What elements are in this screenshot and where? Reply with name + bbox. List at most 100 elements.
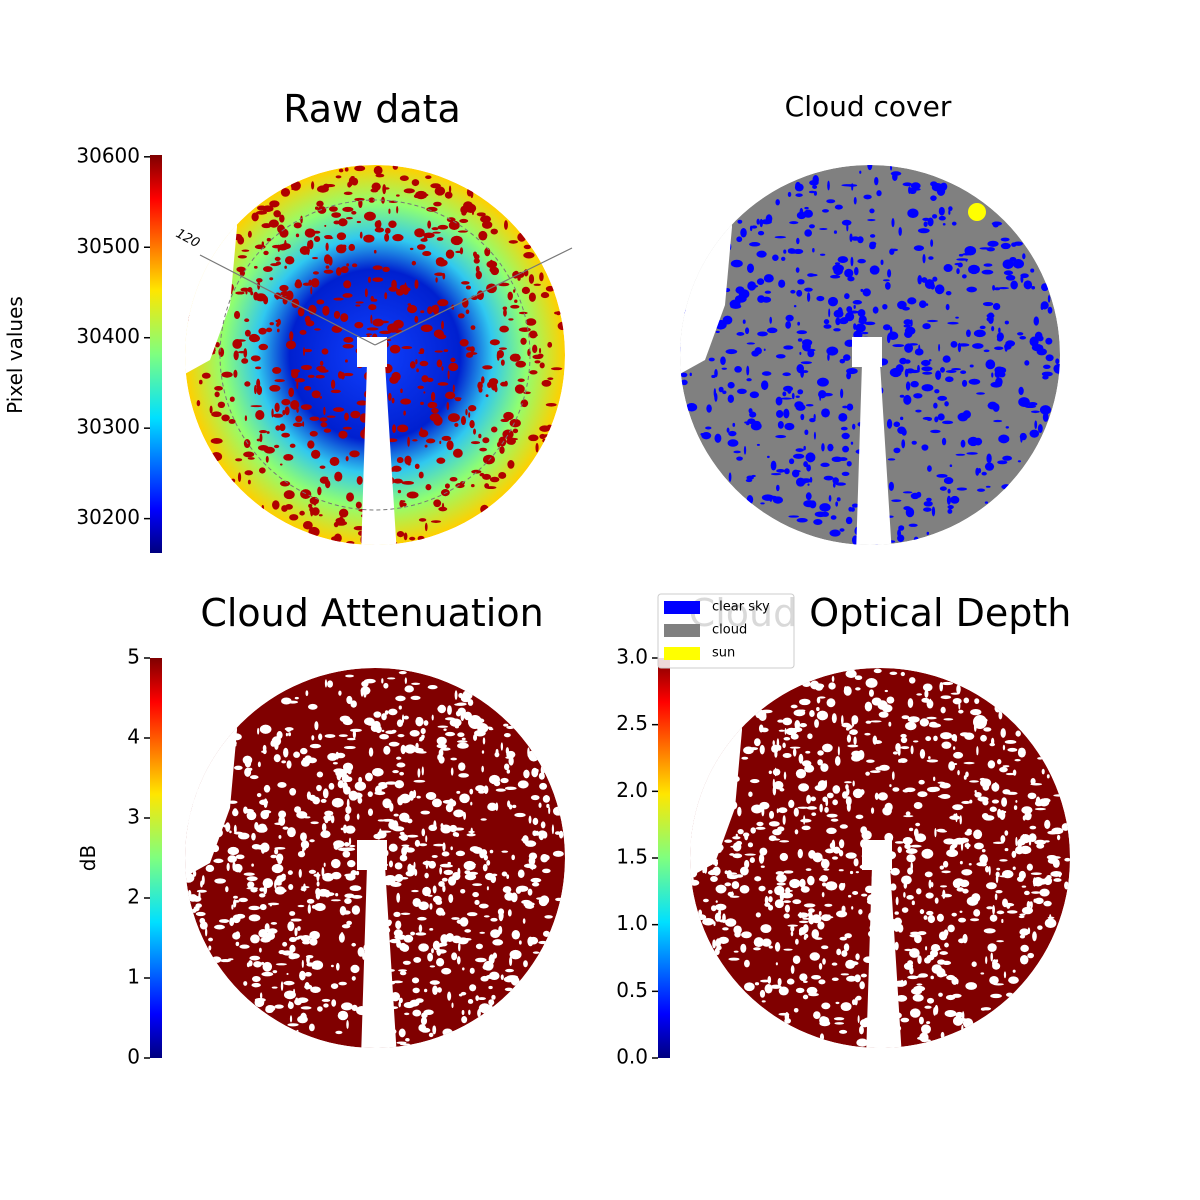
texture-blob bbox=[891, 771, 895, 781]
texture-blob bbox=[799, 698, 811, 706]
texture-blob bbox=[260, 842, 270, 853]
texture-blob bbox=[464, 929, 472, 933]
texture-blob bbox=[441, 877, 448, 882]
texture-blob bbox=[972, 343, 984, 349]
texture-blob bbox=[259, 992, 263, 1000]
texture-blob bbox=[457, 937, 469, 945]
texture-blob bbox=[394, 780, 405, 789]
texture-blob bbox=[858, 320, 861, 323]
texture-blob bbox=[541, 379, 552, 387]
texture-blob bbox=[213, 858, 224, 864]
texture-blob bbox=[331, 325, 343, 333]
texture-blob bbox=[455, 483, 465, 489]
texture-blob bbox=[808, 992, 819, 997]
texture-blob bbox=[230, 478, 236, 483]
texture-blob bbox=[742, 319, 746, 324]
texture-blob bbox=[939, 951, 948, 955]
texture-blob bbox=[921, 366, 933, 372]
texture-blob bbox=[244, 758, 252, 768]
texture-blob bbox=[804, 429, 809, 436]
texture-blob bbox=[548, 806, 551, 815]
texture-blob bbox=[959, 879, 970, 888]
texture-blob bbox=[989, 975, 999, 985]
texture-blob bbox=[754, 347, 762, 355]
texture-blob bbox=[276, 322, 280, 327]
texture-blob bbox=[798, 753, 804, 764]
texture-blob bbox=[463, 201, 473, 210]
texture-blob bbox=[812, 852, 823, 863]
texture-blob bbox=[259, 430, 268, 434]
texture-blob bbox=[475, 265, 480, 273]
texture-blob bbox=[308, 503, 313, 508]
texture-blob bbox=[775, 354, 786, 359]
texture-blob bbox=[270, 921, 278, 925]
texture-blob bbox=[287, 921, 295, 932]
texture-blob bbox=[407, 863, 413, 873]
texture-blob bbox=[722, 315, 733, 325]
texture-blob bbox=[736, 456, 743, 461]
texture-blob bbox=[695, 914, 707, 921]
texture-blob bbox=[379, 784, 388, 789]
texture-blob bbox=[311, 256, 319, 260]
texture-blob bbox=[814, 719, 819, 728]
panel-title: Cloud cover bbox=[785, 90, 952, 123]
texture-blob bbox=[345, 456, 349, 462]
texture-blob bbox=[748, 791, 753, 797]
texture-blob bbox=[415, 716, 424, 727]
texture-blob bbox=[327, 752, 338, 761]
texture-blob bbox=[923, 507, 932, 512]
colorbar-label: dB bbox=[76, 845, 100, 871]
texture-blob bbox=[916, 983, 923, 986]
texture-blob bbox=[455, 250, 463, 254]
texture-blob bbox=[813, 431, 816, 440]
texture-blob bbox=[363, 717, 375, 726]
texture-blob bbox=[412, 439, 418, 442]
texture-blob bbox=[999, 766, 1008, 773]
texture-blob bbox=[917, 364, 920, 373]
texture-blob bbox=[389, 344, 401, 354]
texture-blob bbox=[485, 974, 498, 979]
texture-blob bbox=[436, 736, 447, 746]
texture-blob bbox=[804, 348, 816, 352]
texture-blob bbox=[319, 360, 324, 366]
texture-blob bbox=[451, 1002, 454, 1009]
texture-blob bbox=[761, 494, 774, 501]
texture-blob bbox=[1019, 432, 1027, 441]
texture-blob bbox=[291, 369, 299, 379]
texture-blob bbox=[214, 342, 220, 348]
texture-blob bbox=[822, 209, 829, 213]
texture-blob bbox=[500, 359, 505, 366]
texture-blob bbox=[303, 883, 306, 892]
texture-blob bbox=[465, 408, 468, 416]
texture-blob bbox=[404, 845, 410, 852]
texture-blob bbox=[395, 695, 406, 702]
texture-blob bbox=[831, 675, 835, 682]
texture-blob bbox=[836, 948, 842, 956]
texture-blob bbox=[399, 1043, 411, 1046]
texture-blob bbox=[424, 872, 429, 879]
texture-blob bbox=[761, 938, 772, 947]
texture-blob bbox=[301, 959, 304, 968]
texture-blob bbox=[712, 866, 721, 876]
texture-blob bbox=[869, 265, 880, 275]
texture-blob bbox=[537, 830, 547, 838]
texture-blob bbox=[764, 902, 771, 907]
texture-blob bbox=[944, 401, 949, 407]
texture-blob bbox=[317, 206, 327, 214]
texture-blob bbox=[418, 518, 427, 522]
texture-blob bbox=[767, 455, 770, 459]
texture-blob bbox=[1019, 928, 1030, 936]
texture-blob bbox=[820, 858, 830, 869]
texture-blob bbox=[254, 384, 257, 395]
texture-blob bbox=[780, 397, 793, 400]
texture-blob bbox=[356, 475, 363, 485]
texture-blob bbox=[1046, 874, 1052, 880]
texture-blob bbox=[233, 895, 238, 899]
texture-blob bbox=[354, 781, 367, 791]
texture-blob bbox=[396, 940, 402, 948]
texture-blob bbox=[859, 981, 865, 990]
texture-blob bbox=[992, 284, 996, 291]
texture-blob bbox=[304, 315, 311, 324]
texture-blob bbox=[324, 810, 334, 816]
texture-blob bbox=[402, 286, 409, 295]
